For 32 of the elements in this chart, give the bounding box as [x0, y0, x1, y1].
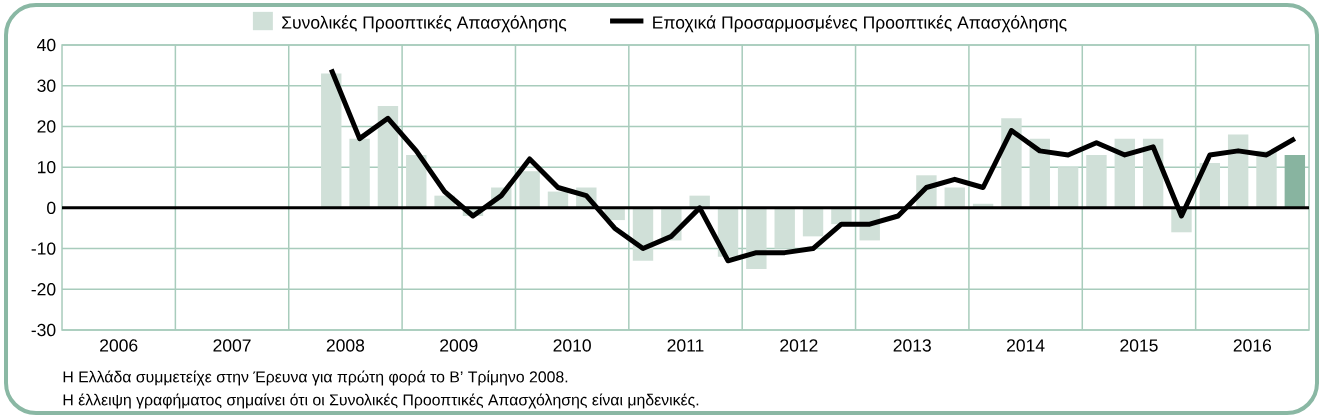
y-tick-label: 20	[37, 120, 56, 133]
text: Η Ελλάδα συμμετείχε στην Έρευνα για πρώτη φορά το Β’ Τρίμηνο 2008.	[63, 370, 568, 386]
x-tick-label: 2016	[1233, 339, 1272, 352]
bar	[321, 73, 342, 208]
x-tick-label: 2013	[893, 339, 931, 352]
x-tick-label: 2010	[553, 339, 591, 352]
x-tick-label: 2009	[440, 339, 478, 352]
bar	[1284, 154, 1306, 208]
bar	[802, 207, 824, 237]
y-tick-label: -30	[31, 323, 56, 337]
x-tick-label: 2012	[780, 339, 818, 352]
x-tick-label: 2008	[326, 339, 365, 352]
bar	[519, 171, 540, 208]
x-tick-label: 2011	[667, 339, 704, 352]
x-tick-label: 2014	[1007, 339, 1045, 352]
y-tick-label: 30	[37, 79, 56, 92]
y-tick-label: -10	[31, 242, 56, 255]
y-tick-label: 10	[37, 160, 56, 174]
legend-label: Εποχικά Προσαρμοσμένες Προοπτικές Απασχόλησης	[653, 15, 1067, 33]
y-tick-label: 0	[47, 201, 56, 215]
legend-label: Συνολικές Προοπτικές Απασχόλησης	[282, 15, 567, 33]
y-tick-label: 40	[37, 38, 56, 52]
x-tick-label: 2015	[1120, 339, 1158, 352]
y-tick-label: -20	[31, 283, 56, 296]
x-tick-label: 2007	[213, 339, 251, 352]
bar	[349, 138, 370, 208]
bar	[1057, 167, 1079, 208]
bar	[774, 207, 795, 249]
bar	[377, 106, 399, 208]
bar	[1086, 154, 1107, 208]
text: Η έλλειψη γραφήματος σημαίνει ότι οι Συνολικές Προοπτικές Απασχόλησης είναι μηδενικές.	[63, 393, 699, 409]
x-tick-label: 2006	[100, 339, 138, 352]
